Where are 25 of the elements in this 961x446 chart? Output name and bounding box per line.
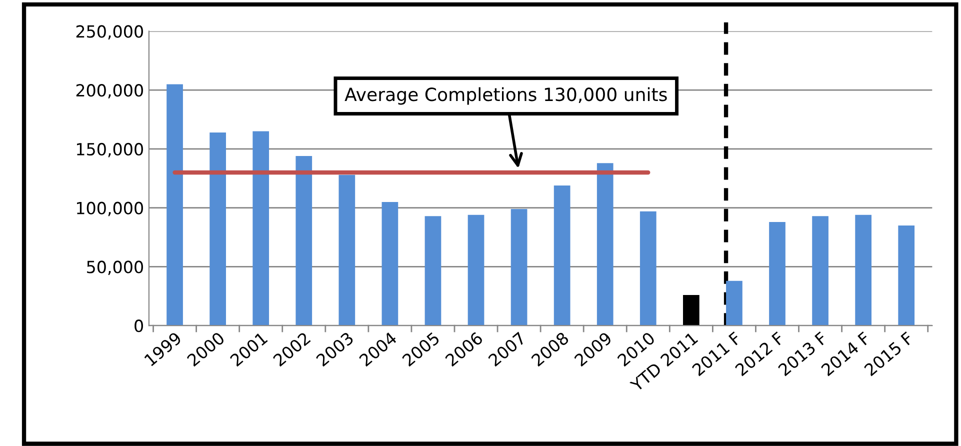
bar [252, 131, 270, 326]
y-tick-label: 0 [134, 320, 143, 332]
bar [769, 222, 786, 326]
y-tick-label: 250,000 [76, 25, 143, 40]
bar [855, 214, 872, 326]
bar [510, 209, 528, 326]
bar [554, 185, 570, 326]
bar [640, 211, 656, 326]
bar [596, 163, 614, 326]
bar [812, 216, 828, 326]
bar [424, 216, 442, 326]
annotation: Average Completions 130,000 units [344, 87, 667, 105]
bar [898, 226, 915, 326]
y-tick-label: 150,000 [77, 142, 143, 158]
bar [210, 132, 226, 326]
y-tick-label: 50,000 [87, 260, 143, 275]
y-tick-label: 200,000 [76, 84, 143, 98]
bar [382, 202, 398, 326]
bar [683, 294, 700, 326]
bar [166, 84, 183, 326]
bar [468, 214, 484, 326]
bar [296, 156, 312, 326]
bar [338, 174, 356, 326]
bar [726, 280, 742, 326]
y-tick-label: 100,000 [77, 202, 143, 216]
